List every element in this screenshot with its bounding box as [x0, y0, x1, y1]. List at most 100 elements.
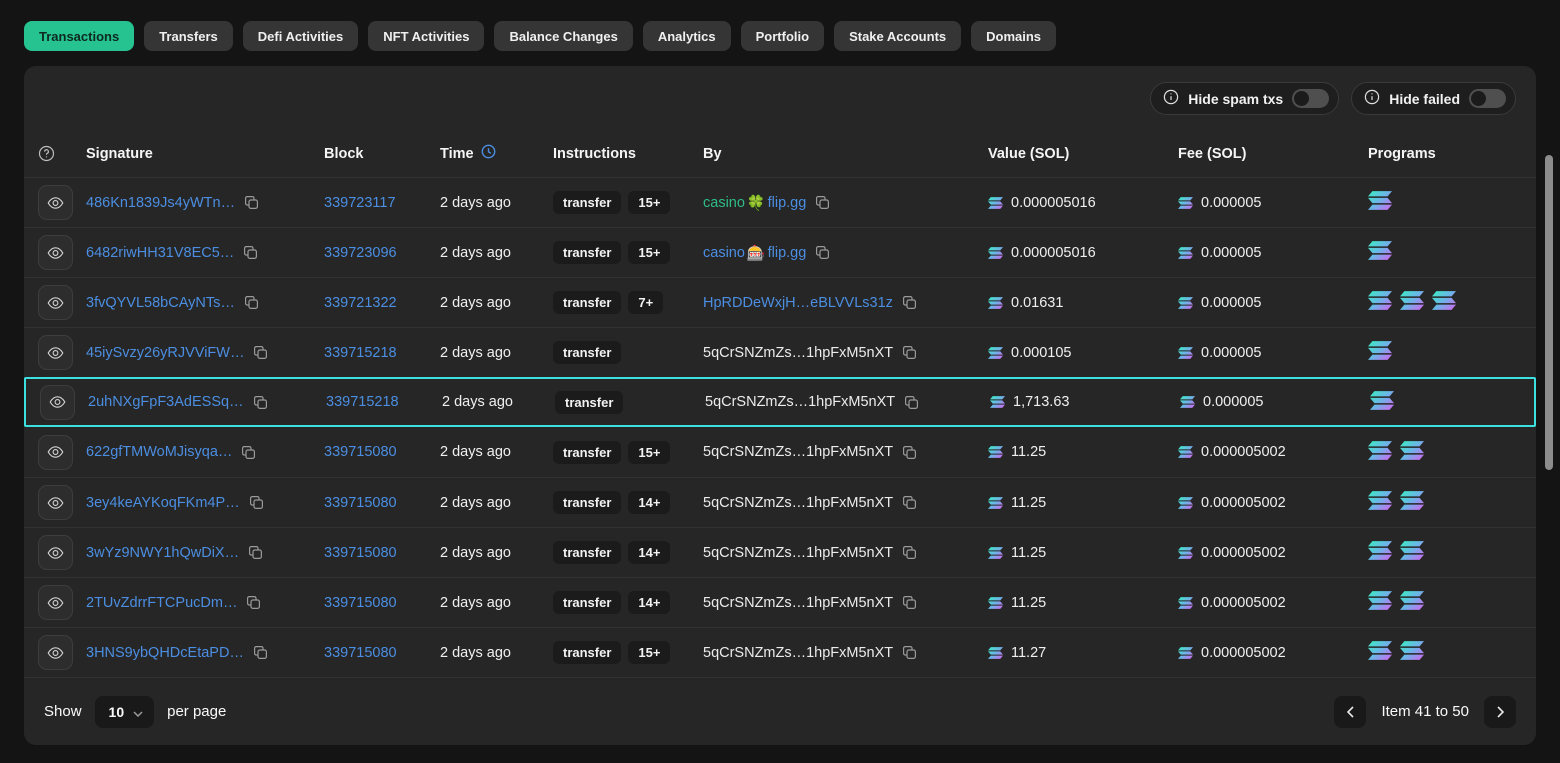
copy-icon[interactable] — [253, 395, 268, 410]
copy-icon[interactable] — [241, 445, 256, 460]
fee-sol: 0.000005002 — [1201, 644, 1286, 661]
clock-icon[interactable] — [481, 144, 496, 163]
prev-page-button[interactable] — [1334, 695, 1367, 728]
tab-nft-activities[interactable]: NFT Activities — [368, 21, 485, 51]
scrollbar-thumb[interactable] — [1545, 155, 1553, 470]
program-solana-icon[interactable] — [1400, 440, 1424, 464]
tab-transactions[interactable]: Transactions — [24, 21, 135, 51]
copy-icon[interactable] — [815, 195, 830, 210]
program-solana-icon[interactable] — [1368, 591, 1392, 614]
copy-icon[interactable] — [249, 495, 264, 510]
view-transaction-button[interactable] — [38, 535, 73, 570]
copy-icon[interactable] — [902, 295, 917, 310]
tab-portfolio[interactable]: Portfolio — [740, 21, 825, 51]
time-value: 2 days ago — [440, 494, 511, 511]
tab-domains[interactable]: Domains — [971, 21, 1057, 51]
view-transaction-button[interactable] — [38, 335, 73, 370]
signature-link[interactable]: 3HNS9ybQHDcEtaPD… — [86, 644, 244, 661]
block-link[interactable]: 339715218 — [324, 344, 397, 361]
block-link[interactable]: 339715218 — [326, 394, 399, 410]
view-transaction-button[interactable] — [38, 585, 73, 620]
signature-link[interactable]: 3fvQYVL58bCAyNTs… — [86, 294, 235, 311]
copy-icon[interactable] — [253, 345, 268, 360]
program-solana-icon[interactable] — [1368, 440, 1392, 464]
copy-icon[interactable] — [815, 245, 830, 260]
block-link[interactable]: 339723096 — [324, 244, 397, 261]
copy-icon[interactable] — [902, 595, 917, 610]
signature-link[interactable]: 2uhNXgFpF3AdESSq… — [88, 394, 244, 410]
copy-icon[interactable] — [248, 545, 263, 560]
block-link[interactable]: 339715080 — [324, 594, 397, 611]
copy-icon[interactable] — [902, 445, 917, 460]
instruction-badge: transfer — [553, 541, 622, 564]
solana-icon — [988, 646, 1003, 659]
view-transaction-button[interactable] — [38, 235, 73, 270]
by-address[interactable]: casino — [703, 244, 745, 261]
hide-failed-switch[interactable] — [1469, 89, 1506, 108]
program-solana-icon[interactable] — [1368, 191, 1392, 214]
signature-link[interactable]: 3wYz9NWY1hQwDiX… — [86, 544, 240, 561]
view-transaction-button[interactable] — [38, 285, 73, 320]
signature-link[interactable]: 622gfTMWoMJisyqa… — [86, 444, 233, 460]
view-transaction-button[interactable] — [38, 185, 73, 220]
view-transaction-button[interactable] — [38, 485, 73, 520]
program-solana-icon[interactable] — [1368, 291, 1392, 314]
copy-icon[interactable] — [902, 495, 917, 510]
program-solana-icon[interactable] — [1400, 641, 1424, 664]
copy-icon[interactable] — [904, 395, 919, 410]
by-account: casino 🎰 flip.gg — [703, 244, 806, 262]
copy-icon[interactable] — [244, 295, 259, 310]
signature-link[interactable]: 486Kn1839Js4yWTn… — [86, 194, 236, 211]
hide-spam-toggle[interactable]: Hide spam txs — [1150, 82, 1340, 115]
copy-icon[interactable] — [902, 545, 917, 560]
program-solana-icon[interactable] — [1432, 291, 1456, 314]
question-circle-icon[interactable] — [38, 145, 86, 162]
block-link[interactable]: 339715080 — [324, 644, 397, 661]
instruction-count-badge: 14+ — [628, 591, 671, 614]
block-link[interactable]: 339723117 — [324, 194, 396, 211]
tab-balance-changes[interactable]: Balance Changes — [494, 21, 633, 51]
by-address[interactable]: casino — [703, 194, 745, 211]
by-address[interactable]: flip.gg — [767, 194, 807, 211]
view-transaction-button[interactable] — [38, 434, 73, 470]
copy-icon[interactable] — [253, 645, 268, 660]
col-instructions: Instructions — [553, 145, 636, 162]
copy-icon[interactable] — [902, 645, 917, 660]
tab-stake-accounts[interactable]: Stake Accounts — [834, 21, 962, 51]
program-solana-icon[interactable] — [1368, 341, 1392, 364]
next-page-button[interactable] — [1484, 695, 1516, 728]
tab-transfers[interactable]: Transfers — [144, 21, 233, 51]
program-solana-icon[interactable] — [1368, 541, 1392, 564]
table-row: 3fvQYVL58bCAyNTs… 339721322 2 days ago tran… — [24, 277, 1536, 327]
solana-icon — [1400, 641, 1424, 660]
program-solana-icon[interactable] — [1400, 291, 1424, 314]
program-solana-icon[interactable] — [1400, 591, 1424, 614]
program-solana-icon[interactable] — [1400, 491, 1424, 514]
block-link[interactable]: 339715080 — [324, 544, 397, 561]
signature-link[interactable]: 45iySvzy26yRJVViFW… — [86, 344, 245, 361]
signature-link[interactable]: 6482riwHH31V8EC5… — [86, 244, 235, 261]
tab-analytics[interactable]: Analytics — [642, 21, 731, 51]
signature-link[interactable]: 3ey4keAYKoqFKm4P… — [86, 494, 240, 511]
copy-icon[interactable] — [902, 345, 917, 360]
view-transaction-button[interactable] — [40, 384, 75, 420]
program-solana-icon[interactable] — [1368, 241, 1392, 264]
hide-spam-switch[interactable] — [1292, 89, 1330, 108]
copy-icon[interactable] — [246, 595, 261, 610]
program-solana-icon[interactable] — [1400, 541, 1424, 564]
signature-link[interactable]: 2TUvZdrrFTCPucDm… — [86, 594, 238, 611]
program-solana-icon[interactable] — [1368, 491, 1392, 514]
copy-icon[interactable] — [243, 245, 258, 260]
program-solana-icon[interactable] — [1368, 641, 1392, 664]
copy-icon[interactable] — [244, 195, 259, 210]
tab-defi-activities[interactable]: Defi Activities — [242, 21, 359, 51]
by-address[interactable]: HpRDDeWxjH…eBLVVLs31z — [703, 294, 893, 311]
view-transaction-button[interactable] — [38, 635, 73, 670]
page-size-select[interactable]: 10 — [94, 695, 155, 728]
block-link[interactable]: 339715080 — [324, 444, 397, 460]
block-link[interactable]: 339721322 — [324, 294, 397, 311]
program-solana-icon[interactable] — [1370, 390, 1394, 414]
block-link[interactable]: 339715080 — [324, 494, 397, 511]
hide-failed-toggle[interactable]: Hide failed — [1351, 82, 1516, 115]
by-address[interactable]: flip.gg — [767, 244, 807, 261]
